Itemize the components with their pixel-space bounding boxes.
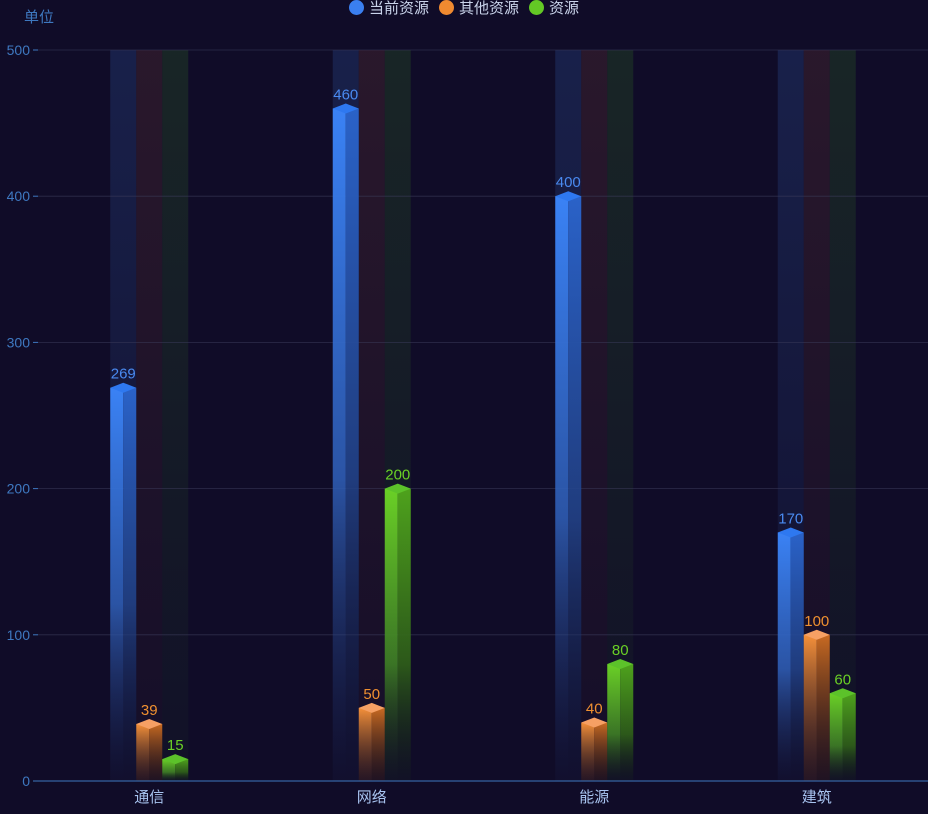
bar-side [371, 707, 385, 781]
bar-cap [110, 382, 137, 393]
y-tick-label: 0 [22, 773, 30, 789]
x-tick-label: 建筑 [802, 789, 832, 806]
x-tick-label: 通信 [134, 789, 164, 806]
data-label: 200 [385, 467, 410, 484]
bar-cap [607, 659, 634, 670]
data-label: 39 [141, 702, 158, 719]
bar-cap [555, 191, 582, 202]
bar-side [816, 634, 830, 781]
bar-cap [777, 527, 804, 538]
bar-face [607, 664, 621, 781]
data-label: 60 [834, 671, 851, 688]
bar-face [136, 723, 150, 781]
legend-marker [529, 0, 544, 15]
legend-label: 其他资源 [458, 0, 519, 17]
data-label: 15 [167, 737, 184, 754]
bar-face [332, 108, 346, 782]
x-tick-label: 网络 [357, 789, 387, 806]
legend-item-other-resource[interactable]: 其他资源 [438, 0, 519, 18]
y-tick-label: 300 [7, 334, 31, 350]
legend-item-resource[interactable]: 资源 [529, 0, 579, 18]
legend-marker [438, 0, 454, 15]
legend-label: 资源 [549, 0, 580, 17]
bar-face [829, 693, 843, 781]
bar-cap [358, 702, 385, 713]
bar-cap [384, 483, 411, 494]
bar-side [123, 387, 137, 781]
bar-side [345, 108, 359, 782]
bar-cap [803, 629, 830, 640]
background-bar [162, 50, 189, 781]
data-label: 269 [111, 366, 136, 383]
bar-face [384, 488, 398, 781]
bar-cap [332, 103, 359, 114]
bar-side [568, 196, 582, 781]
bar-face [803, 634, 817, 781]
bar-side [175, 759, 189, 781]
bar-cap [136, 718, 163, 729]
legend-item-current-resource[interactable]: 当前资源 [348, 0, 429, 18]
y-tick-label: 500 [7, 42, 31, 58]
background-bar [829, 50, 856, 781]
data-label: 80 [612, 642, 629, 659]
bar-side [842, 693, 856, 781]
bar-cap [829, 688, 856, 699]
bar-face [555, 196, 569, 781]
bar-side [594, 722, 608, 781]
bar-side [397, 488, 411, 781]
data-label: 50 [363, 686, 380, 703]
y-axis-title: 单位 [24, 9, 54, 26]
bar-cap [162, 754, 189, 765]
bar-side [790, 532, 804, 781]
y-tick-label: 200 [7, 481, 31, 497]
y-tick-label: 400 [7, 188, 31, 204]
bar-face [358, 707, 372, 781]
axes: 单位 0 100 200 300 400 500 通信 网络 能源 建筑 [7, 9, 928, 806]
bar-side [620, 664, 634, 781]
background-bar [136, 50, 163, 781]
background-bar [358, 50, 385, 781]
bar-cap [581, 717, 608, 728]
legend-marker [348, 0, 364, 15]
data-label: 460 [333, 86, 358, 103]
data-label: 170 [778, 510, 803, 527]
background-bars [110, 50, 856, 781]
legend: 当前资源 其他资源 资源 [0, 0, 928, 17]
bar-side [149, 723, 163, 781]
background-bar [581, 50, 608, 781]
y-tick-label: 100 [7, 627, 31, 643]
bars: 269 39 15 460 50 200 400 40 80 170 100 60 [110, 86, 856, 782]
bar-face [110, 387, 124, 781]
data-label: 100 [804, 613, 829, 630]
data-label: 40 [586, 701, 603, 718]
data-label: 400 [556, 174, 581, 191]
x-tick-label: 能源 [579, 789, 609, 806]
bar-face [162, 759, 176, 781]
legend-label: 当前资源 [368, 0, 429, 17]
bar-face [581, 722, 595, 781]
bar-face [777, 532, 791, 781]
